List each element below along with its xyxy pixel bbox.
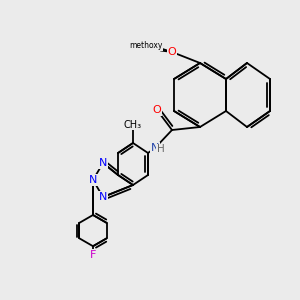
Text: O: O bbox=[168, 47, 176, 57]
Text: O: O bbox=[153, 105, 161, 115]
Text: F: F bbox=[90, 250, 96, 260]
Text: N: N bbox=[99, 192, 107, 202]
Text: methoxy: methoxy bbox=[129, 41, 162, 50]
Text: N: N bbox=[151, 143, 159, 153]
Text: H: H bbox=[157, 145, 164, 154]
Text: O: O bbox=[168, 47, 176, 57]
Text: N: N bbox=[89, 175, 97, 185]
Text: CH₃: CH₃ bbox=[124, 120, 142, 130]
Text: O: O bbox=[168, 47, 176, 57]
Text: N: N bbox=[99, 158, 107, 168]
